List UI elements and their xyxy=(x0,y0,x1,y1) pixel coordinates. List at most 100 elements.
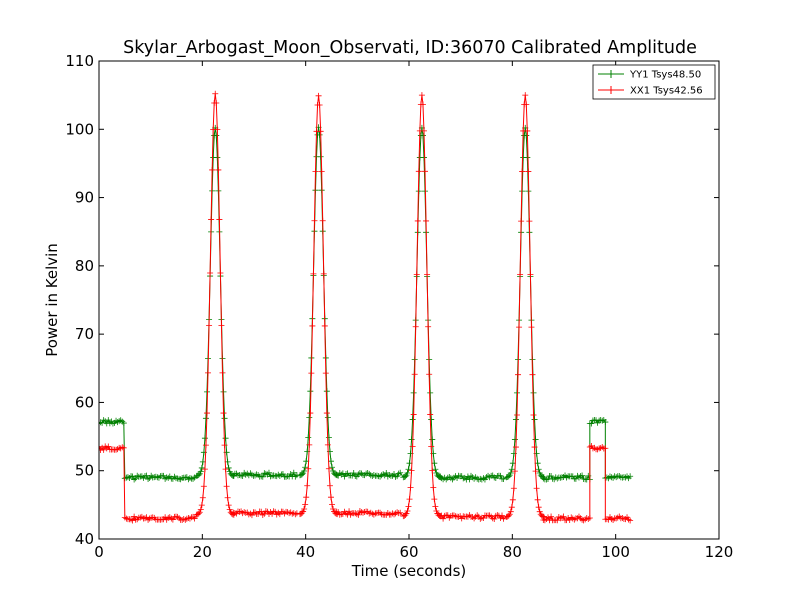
data-point xyxy=(405,503,412,510)
data-point xyxy=(190,475,197,482)
data-point xyxy=(373,510,380,517)
data-point xyxy=(201,435,208,442)
data-point xyxy=(333,508,340,515)
data-point xyxy=(585,515,592,522)
data-point xyxy=(160,472,167,479)
data-point xyxy=(329,501,336,508)
data-point xyxy=(239,473,246,480)
data-point xyxy=(114,419,121,426)
data-point xyxy=(174,513,181,520)
data-point xyxy=(335,472,342,479)
data-point xyxy=(199,494,206,501)
data-point xyxy=(198,464,205,471)
data-point xyxy=(525,168,532,175)
data-point xyxy=(185,515,192,522)
data-point xyxy=(468,472,474,479)
data-point xyxy=(450,512,457,519)
data-point xyxy=(554,517,561,524)
data-point xyxy=(324,441,331,448)
data-point xyxy=(627,517,634,524)
data-point xyxy=(109,420,116,427)
y-tick-label: 100 xyxy=(65,120,94,138)
data-point xyxy=(523,101,530,108)
data-point xyxy=(176,475,183,482)
data-point xyxy=(276,511,283,518)
data-point xyxy=(619,514,626,521)
data-point xyxy=(588,442,595,449)
data-point xyxy=(134,472,141,479)
data-point xyxy=(131,513,138,520)
data-point xyxy=(226,506,233,513)
data-point xyxy=(213,100,220,107)
data-point xyxy=(303,494,310,501)
data-point xyxy=(577,515,584,522)
data-point xyxy=(429,467,436,474)
data-point xyxy=(491,515,498,522)
data-point xyxy=(300,508,307,515)
data-point xyxy=(330,505,337,512)
data-point xyxy=(370,511,377,518)
data-point xyxy=(517,271,524,278)
data-point xyxy=(554,475,561,482)
legend-label-xx1: XX1 Tsys42.56 xyxy=(630,86,703,97)
data-point xyxy=(446,473,453,480)
data-point xyxy=(216,216,223,223)
data-point xyxy=(513,411,520,418)
data-point xyxy=(402,512,409,519)
data-point xyxy=(272,508,279,515)
data-point xyxy=(305,434,312,441)
data-point xyxy=(99,420,102,427)
data-point xyxy=(380,471,387,478)
y-axis-label: Power in Kelvin xyxy=(43,243,61,357)
data-point xyxy=(356,470,363,477)
data-point xyxy=(255,510,262,517)
data-point xyxy=(352,510,359,517)
data-point xyxy=(432,503,439,510)
y-tick-label: 80 xyxy=(75,257,94,275)
data-point xyxy=(124,474,131,481)
data-point xyxy=(419,101,426,108)
data-point xyxy=(413,271,420,278)
data-point xyxy=(616,473,623,480)
data-point xyxy=(224,494,231,501)
data-point xyxy=(318,168,325,175)
data-point xyxy=(236,471,243,478)
data-point xyxy=(507,470,514,477)
data-point xyxy=(353,511,360,518)
x-tick-label: 120 xyxy=(705,543,734,561)
data-point xyxy=(301,505,308,512)
data-point xyxy=(500,475,507,482)
data-point xyxy=(509,496,516,503)
data-point xyxy=(555,513,562,520)
data-point xyxy=(222,435,229,442)
data-point xyxy=(422,168,429,175)
data-point xyxy=(143,514,150,521)
data-point xyxy=(392,473,399,480)
data-point xyxy=(472,474,479,481)
data-point xyxy=(117,417,124,424)
data-point xyxy=(427,411,434,418)
data-point xyxy=(99,443,102,450)
data-point xyxy=(342,471,349,478)
data-point xyxy=(508,466,515,473)
y-tick-label: 70 xyxy=(75,325,94,343)
data-point xyxy=(433,507,440,514)
data-point xyxy=(356,508,363,515)
data-point xyxy=(518,218,525,225)
data-point xyxy=(248,512,255,519)
data-point xyxy=(515,371,522,378)
legend-entry-yy1: YY1 Tsys48.50 xyxy=(598,70,701,81)
data-point xyxy=(197,506,204,513)
data-point xyxy=(548,513,555,520)
data-point xyxy=(269,510,276,517)
data-point xyxy=(430,484,437,491)
data-point xyxy=(477,515,484,522)
data-point xyxy=(327,494,334,501)
data-point xyxy=(367,509,374,516)
data-point xyxy=(279,470,286,477)
data-point xyxy=(117,445,124,452)
data-point xyxy=(432,466,439,473)
data-point xyxy=(440,515,447,522)
x-tick-label: 40 xyxy=(296,543,315,561)
